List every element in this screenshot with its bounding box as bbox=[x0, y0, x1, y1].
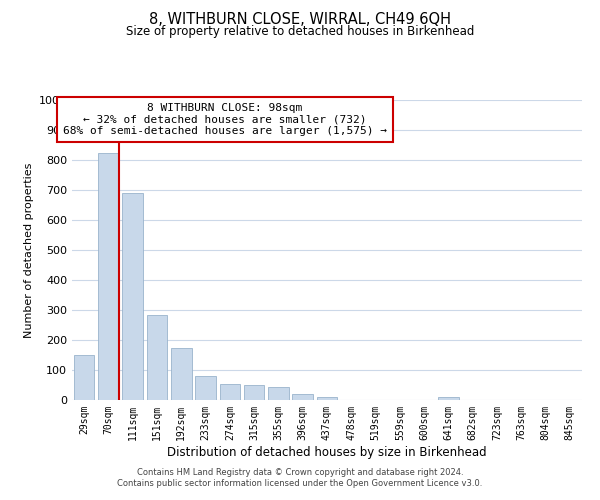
Text: Contains HM Land Registry data © Crown copyright and database right 2024.
Contai: Contains HM Land Registry data © Crown c… bbox=[118, 468, 482, 487]
Bar bbox=[195, 376, 216, 400]
Y-axis label: Number of detached properties: Number of detached properties bbox=[23, 162, 34, 338]
Bar bbox=[317, 397, 337, 400]
X-axis label: Distribution of detached houses by size in Birkenhead: Distribution of detached houses by size … bbox=[167, 446, 487, 458]
Text: Size of property relative to detached houses in Birkenhead: Size of property relative to detached ho… bbox=[126, 25, 474, 38]
Bar bbox=[122, 193, 143, 400]
Bar bbox=[98, 152, 119, 400]
Bar bbox=[292, 394, 313, 400]
Bar bbox=[220, 384, 240, 400]
Bar bbox=[171, 348, 191, 400]
Bar bbox=[438, 397, 459, 400]
Bar bbox=[146, 314, 167, 400]
Bar bbox=[244, 385, 265, 400]
Bar bbox=[74, 355, 94, 400]
Bar bbox=[268, 388, 289, 400]
Text: 8 WITHBURN CLOSE: 98sqm
← 32% of detached houses are smaller (732)
68% of semi-d: 8 WITHBURN CLOSE: 98sqm ← 32% of detache… bbox=[63, 103, 387, 136]
Text: 8, WITHBURN CLOSE, WIRRAL, CH49 6QH: 8, WITHBURN CLOSE, WIRRAL, CH49 6QH bbox=[149, 12, 451, 28]
